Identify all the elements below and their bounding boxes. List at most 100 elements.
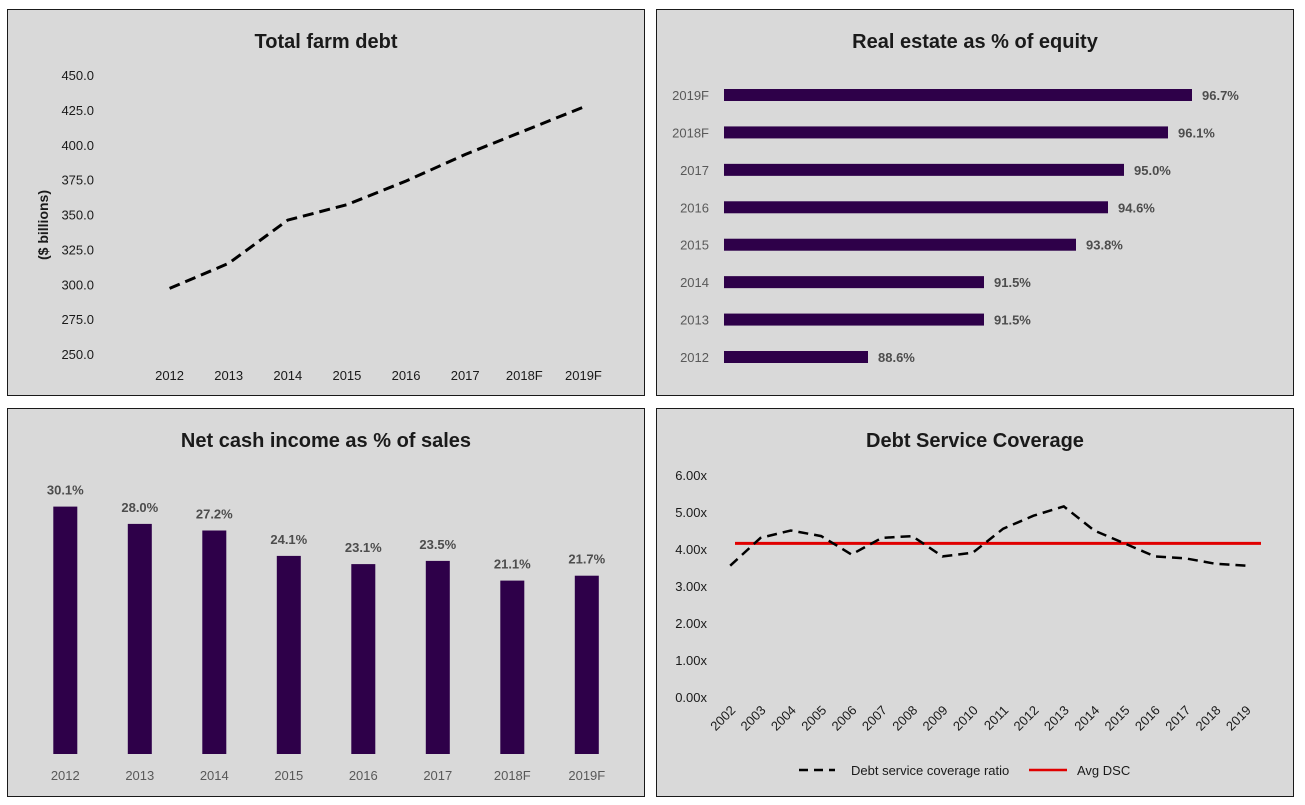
bar	[202, 530, 227, 754]
x-tick-label: 2016	[1132, 703, 1163, 734]
y-tick-label: 450.0	[61, 68, 94, 83]
bar	[724, 238, 1076, 251]
x-tick-label: 2018F	[494, 768, 531, 783]
bar	[574, 575, 599, 754]
y-tick-label: 425.0	[61, 103, 94, 118]
data-label: 96.7%	[1202, 88, 1239, 103]
legend-label-avg: Avg DSC	[1077, 763, 1130, 778]
category-label: 2016	[680, 200, 709, 215]
bar	[724, 163, 1124, 176]
net-cash-income-panel: Net cash income as % of sales 30.1% 2012 2…	[7, 408, 645, 797]
data-label: 24.1%	[270, 532, 307, 547]
y-tick-label: 375.0	[61, 173, 94, 188]
bar	[724, 126, 1168, 139]
bar	[724, 276, 984, 289]
y-tick-label: 250.0	[61, 347, 94, 362]
y-tick-label: 3.00x	[675, 579, 707, 594]
bar	[53, 506, 78, 754]
category-label: 2014	[680, 275, 709, 290]
data-label: 21.7%	[568, 552, 605, 567]
data-label: 96.1%	[1178, 125, 1215, 140]
x-tick-label: 2010	[950, 703, 981, 734]
category-label: 2018F	[672, 125, 709, 140]
debt-line	[169, 105, 584, 290]
x-tick-label: 2016	[392, 368, 421, 383]
total-farm-debt-chart: Total farm debt ($ billions) 250.0 275.0 3…	[35, 31, 602, 383]
category-label: 2017	[680, 163, 709, 178]
chart-title: Net cash income as % of sales	[181, 430, 471, 452]
x-tick-label: 2013	[214, 368, 243, 383]
x-tick-label: 2018	[1193, 703, 1224, 734]
data-label: 93.8%	[1086, 238, 1123, 253]
bar	[351, 564, 376, 754]
x-tick-label: 2011	[981, 703, 1011, 733]
category-label: 2015	[680, 238, 709, 253]
x-tick-label: 2004	[768, 703, 799, 734]
category-label: 2012	[680, 350, 709, 365]
bar	[724, 313, 984, 326]
data-label: 23.1%	[345, 540, 382, 555]
data-label: 23.5%	[419, 537, 456, 552]
legend: Debt service coverage ratio Avg DSC	[799, 763, 1130, 778]
dsc-ratio-line	[729, 505, 1246, 567]
legend-label-dsc: Debt service coverage ratio	[851, 763, 1009, 778]
category-label: 2019F	[672, 88, 709, 103]
net-cash-income-chart: Net cash income as % of sales 30.1% 2012 2…	[47, 430, 606, 783]
total-farm-debt-panel: Total farm debt ($ billions) 250.0 275.0 3…	[7, 9, 645, 396]
y-tick-label: 4.00x	[675, 542, 707, 557]
chart-title: Debt Service Coverage	[866, 430, 1084, 452]
y-tick-label: 2.00x	[675, 616, 707, 631]
data-label: 88.6%	[878, 350, 915, 365]
x-tick-label: 2006	[829, 703, 860, 734]
y-tick-label: 1.00x	[675, 653, 707, 668]
data-label: 27.2%	[196, 507, 233, 522]
x-tick-label: 2012	[1011, 703, 1042, 734]
x-tick-label: 2019F	[568, 768, 605, 783]
data-label: 21.1%	[494, 557, 531, 572]
data-label: 91.5%	[994, 275, 1031, 290]
x-tick-label: 2017	[1162, 703, 1193, 734]
bar	[724, 201, 1108, 214]
x-tick-label: 2014	[273, 368, 302, 383]
x-tick-label: 2015	[332, 368, 361, 383]
x-tick-label: 2012	[155, 368, 184, 383]
real-estate-equity-panel: Real estate as % of equity 2019F 96.7% 201…	[656, 9, 1294, 396]
x-tick-label: 2017	[451, 368, 480, 383]
bar	[127, 523, 152, 754]
y-tick-label: 275.0	[61, 312, 94, 327]
bar	[276, 555, 301, 754]
real-estate-equity-chart: Real estate as % of equity 2019F 96.7% 201…	[672, 31, 1239, 365]
data-label: 95.0%	[1134, 163, 1171, 178]
data-label: 91.5%	[994, 313, 1031, 328]
y-tick-label: 325.0	[61, 242, 94, 257]
x-tick-label: 2014	[1071, 703, 1102, 734]
bar	[425, 560, 450, 754]
bar	[500, 580, 525, 754]
x-tick-label: 2013	[125, 768, 154, 783]
bar	[724, 89, 1192, 101]
y-tick-label: 350.0	[61, 208, 94, 223]
data-label: 30.1%	[47, 483, 84, 498]
x-tick-label: 2014	[200, 768, 229, 783]
y-tick-label: 6.00x	[675, 468, 707, 483]
chart-title: Real estate as % of equity	[852, 31, 1099, 53]
x-tick-label: 2002	[707, 703, 738, 734]
y-axis-label: ($ billions)	[35, 190, 51, 260]
data-label: 28.0%	[121, 500, 158, 515]
x-tick-label: 2018F	[506, 368, 543, 383]
x-tick-label: 2015	[1102, 703, 1133, 734]
x-tick-label: 2007	[859, 703, 890, 734]
bar	[724, 351, 868, 363]
x-tick-label: 2008	[889, 703, 920, 734]
y-tick-label: 400.0	[61, 138, 94, 153]
debt-service-coverage-panel: Debt Service Coverage 0.00x 1.00x 2.00x 3.0…	[656, 408, 1294, 797]
x-tick-label: 2009	[920, 703, 951, 734]
x-tick-label: 2005	[798, 703, 829, 734]
chart-title: Total farm debt	[255, 31, 398, 53]
x-tick-label: 2013	[1041, 703, 1072, 734]
x-tick-label: 2003	[738, 703, 769, 734]
y-tick-label: 0.00x	[675, 690, 707, 705]
y-tick-label: 300.0	[61, 277, 94, 292]
category-label: 2013	[680, 313, 709, 328]
x-tick-label: 2019	[1223, 703, 1254, 734]
